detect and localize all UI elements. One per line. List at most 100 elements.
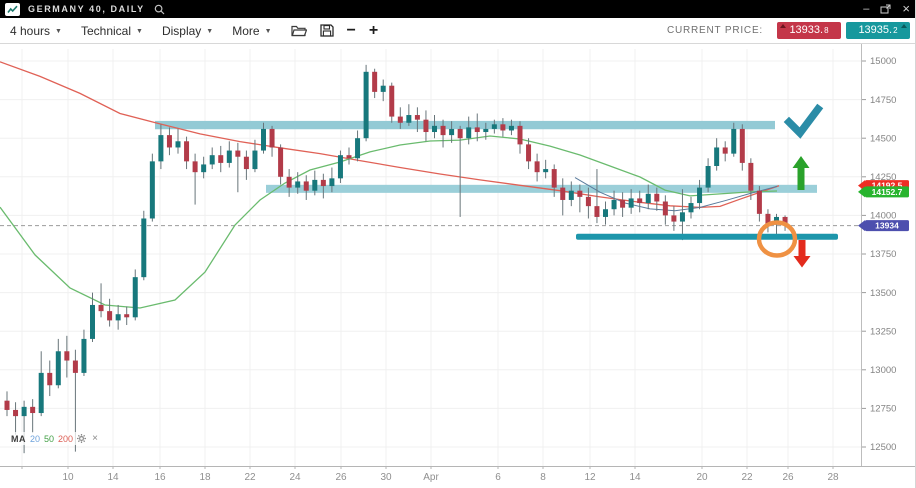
ma200-legend-value: 200: [58, 433, 74, 444]
svg-text:Apr: Apr: [423, 472, 439, 483]
svg-text:12750: 12750: [870, 404, 896, 415]
candle: [329, 178, 335, 187]
current-price-label: CURRENT PRICE:: [666, 25, 763, 36]
candle: [107, 311, 113, 321]
candle: [13, 409, 19, 417]
support-line[interactable]: [576, 233, 838, 240]
candle: [611, 199, 617, 210]
candle: [705, 165, 711, 188]
up-arrow-icon[interactable]: [792, 156, 810, 190]
candle: [286, 176, 292, 188]
svg-text:8: 8: [540, 472, 546, 483]
highlight-circle[interactable]: [756, 220, 798, 258]
sell-price-value: 13933.: [789, 24, 824, 36]
svg-text:20: 20: [696, 472, 708, 483]
candle: [337, 155, 343, 179]
close-icon[interactable]: ×: [902, 1, 910, 16]
popout-icon[interactable]: [880, 4, 891, 14]
candle: [226, 150, 232, 163]
candle: [748, 162, 754, 191]
svg-text:14750: 14750: [870, 95, 896, 106]
candle: [389, 85, 395, 117]
technical-dropdown[interactable]: Technical ▼: [80, 23, 143, 38]
candle: [714, 147, 720, 166]
candle: [645, 193, 651, 204]
buy-price-value: 13935.: [858, 24, 893, 36]
candle: [81, 338, 87, 373]
zoom-in-icon[interactable]: +: [368, 21, 379, 39]
remove-indicator-icon[interactable]: ×: [92, 433, 98, 444]
time-axis-labels: 10 14 16 18 22 24 26 30 Apr 6 8 12 14 20 22 26 28: [21, 466, 839, 483]
down-arrow-icon[interactable]: [793, 240, 811, 268]
candle: [491, 124, 497, 129]
ma20-line[interactable]: [574, 177, 778, 212]
price-axis-labels: 15000 14750 14500 14250 14000 13750 13500 13250…: [862, 56, 896, 453]
candle: [423, 119, 429, 133]
chevron-down-icon: ▼: [55, 28, 62, 35]
candle: [372, 71, 378, 92]
candle: [30, 406, 36, 414]
interval-dropdown[interactable]: 4 hours ▼: [10, 23, 62, 38]
candle: [697, 187, 703, 204]
chevron-down-icon: ▼: [264, 28, 272, 35]
gear-icon[interactable]: [77, 434, 87, 443]
candle: [90, 304, 95, 339]
svg-text:13000: 13000: [870, 365, 896, 376]
more-dropdown[interactable]: More ▼: [232, 23, 272, 38]
candle: [320, 179, 326, 187]
checkmark-icon[interactable]: [783, 103, 824, 139]
candle: [278, 147, 284, 177]
candle: [303, 181, 309, 191]
ma-legend-label: MA: [11, 433, 26, 444]
ma-indicator-legend: MA 20 50 200 ×: [8, 432, 101, 445]
candle: [526, 144, 532, 162]
zoom-out-icon[interactable]: −: [346, 21, 356, 39]
svg-text:14500: 14500: [870, 133, 896, 144]
display-dropdown[interactable]: Display ▼: [161, 23, 214, 38]
candle: [363, 71, 369, 139]
candle: [243, 156, 249, 170]
candle: [637, 198, 643, 204]
candle: [141, 218, 147, 278]
search-icon[interactable]: [154, 4, 165, 15]
svg-text:10: 10: [62, 472, 74, 483]
candle: [756, 190, 762, 214]
candle: [115, 314, 121, 321]
candle: [355, 138, 361, 159]
candle: [432, 125, 437, 133]
candle: [192, 161, 198, 173]
ma200-line[interactable]: [0, 61, 780, 209]
sell-price-button[interactable]: 13933. 8: [777, 22, 841, 39]
candle: [440, 125, 446, 136]
svg-text:14192.5: 14192.5: [872, 181, 903, 191]
buy-price-button[interactable]: 13935. 2: [846, 22, 910, 39]
candlestick-series[interactable]: [4, 64, 788, 454]
candle: [132, 277, 138, 318]
svg-text:13750: 13750: [870, 249, 896, 260]
svg-text:13250: 13250: [870, 326, 896, 337]
candle: [406, 115, 412, 123]
svg-text:14: 14: [107, 472, 119, 483]
candle: [679, 212, 685, 222]
candle: [457, 128, 463, 139]
minimize-icon[interactable]: –: [863, 3, 870, 15]
candle: [765, 213, 771, 225]
candle: [346, 155, 352, 159]
candle: [64, 351, 70, 361]
ma50-line[interactable]: [0, 135, 778, 309]
candle: [500, 124, 506, 131]
candle: [483, 128, 489, 133]
save-icon[interactable]: [319, 24, 334, 37]
price-chart-canvas[interactable]: 15000 14750 14500 14250 14000 13750 13500 13250…: [0, 44, 916, 488]
svg-text:13934: 13934: [875, 221, 899, 231]
candle: [218, 155, 224, 163]
candle: [201, 164, 207, 173]
candle: [261, 128, 266, 151]
candle: [184, 141, 190, 162]
upper-resistance-band: [155, 120, 775, 130]
svg-text:30: 30: [380, 472, 392, 483]
open-folder-icon[interactable]: [290, 24, 307, 37]
candle: [620, 199, 626, 208]
candle: [269, 128, 275, 148]
candle: [594, 206, 600, 217]
